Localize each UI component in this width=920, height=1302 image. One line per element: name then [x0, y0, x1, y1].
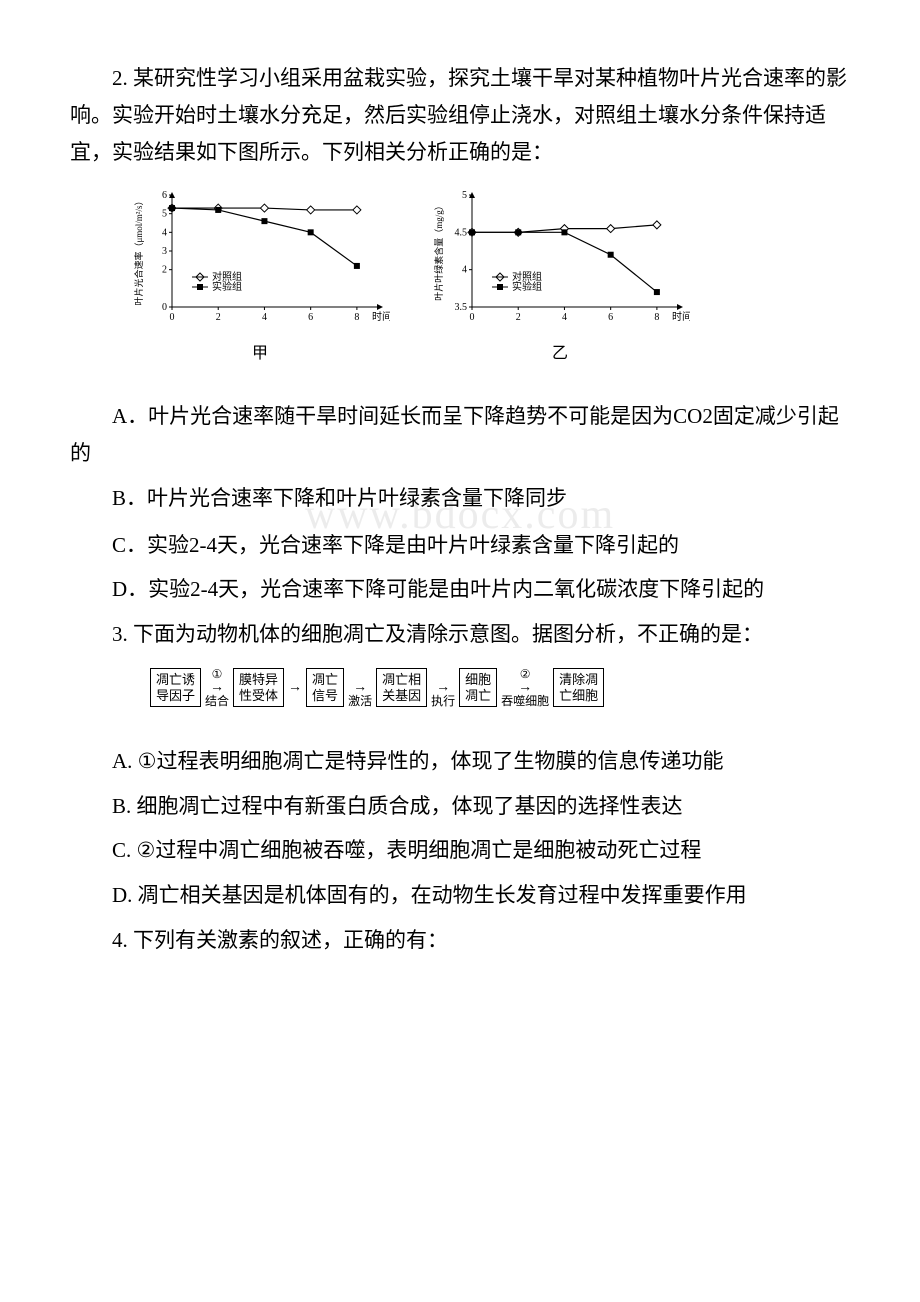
- svg-text:0: 0: [162, 302, 167, 313]
- flow-conn-bottom-3: 执行: [431, 695, 455, 707]
- flow-connector-1: →: [286, 668, 304, 708]
- flow-conn-top-0: ①: [212, 668, 223, 680]
- svg-text:6: 6: [608, 312, 613, 323]
- flow-conn-top-4: ②: [520, 668, 531, 680]
- q3-optA: A. ①过程表明细胞凋亡是特异性的，体现了生物膜的信息传递功能: [70, 743, 850, 780]
- svg-text:4: 4: [462, 265, 467, 276]
- flow-conn-top-3: [442, 668, 445, 680]
- svg-text:3: 3: [162, 246, 167, 257]
- q2-optC: C．实验2-4天，光合速率下降是由叶片叶绿素含量下降引起的: [70, 527, 850, 564]
- flow-connector-2: →激活: [346, 668, 374, 708]
- svg-text:叶片光合速率（μmol/m²/s）: 叶片光合速率（μmol/m²/s）: [133, 197, 144, 306]
- svg-text:4: 4: [562, 312, 567, 323]
- flow-box-2: 凋亡信号: [306, 668, 344, 707]
- svg-text:0: 0: [470, 312, 475, 323]
- flow-conn-bottom-2: 激活: [348, 695, 372, 707]
- q2-optA: A．叶片光合速率随干旱时间延长而呈下降趋势不可能是因为CO2固定减少引起的: [70, 398, 850, 472]
- flow-conn-top-2: [359, 668, 362, 680]
- flow-box-0: 凋亡诱导因子: [150, 668, 201, 707]
- flow-conn-top-1: [294, 668, 297, 680]
- q2-stem: 2. 某研究性学习小组采用盆栽实验，探究土壤干旱对某种植物叶片光合速率的影响。实…: [70, 60, 850, 170]
- q3-flow-diagram: 凋亡诱导因子①→结合膜特异性受体 → 凋亡信号 →激活凋亡相关基因 →执行细胞凋…: [150, 668, 850, 708]
- svg-text:实验组: 实验组: [212, 280, 242, 293]
- q4-stem: 4. 下列有关激素的叙述，正确的有：: [70, 922, 850, 959]
- arrow-icon: →: [436, 681, 450, 695]
- svg-text:5: 5: [462, 190, 467, 201]
- flow-box-3: 凋亡相关基因: [376, 668, 427, 707]
- q3-optB: B. 细胞凋亡过程中有新蛋白质合成，体现了基因的选择性表达: [70, 788, 850, 825]
- arrow-icon: →: [353, 681, 367, 695]
- flow-box-1: 膜特异性受体: [233, 668, 284, 707]
- svg-text:3.5: 3.5: [455, 302, 468, 313]
- q2-charts: 02345602468时间 (d)叶片光合速率（μmol/m²/s）对照组实验组…: [130, 185, 850, 363]
- svg-text:4: 4: [262, 312, 267, 323]
- flow-conn-bottom-0: 结合: [205, 695, 229, 707]
- svg-text:实验组: 实验组: [512, 280, 542, 293]
- svg-text:6: 6: [308, 312, 313, 323]
- svg-text:8: 8: [354, 312, 359, 323]
- q2-chart1: 02345602468时间 (d)叶片光合速率（μmol/m²/s）对照组实验组…: [130, 185, 390, 363]
- flow-connector-0: ①→结合: [203, 668, 231, 708]
- arrow-icon: →: [288, 681, 302, 695]
- flow-box-5: 清除凋亡细胞: [553, 668, 604, 707]
- flow-connector-4: ②→吞噬细胞: [499, 668, 551, 708]
- q2-chart2: 3.544.5502468时间 (d)叶片叶绿素含量（mg/g）对照组实验组 乙: [430, 185, 690, 363]
- chart2-label: 乙: [430, 339, 690, 363]
- svg-text:时间 (d): 时间 (d): [672, 310, 690, 323]
- q3-optD: D. 凋亡相关基因是机体固有的，在动物生长发育过程中发挥重要作用: [70, 877, 850, 914]
- svg-text:8: 8: [654, 312, 659, 323]
- svg-text:0: 0: [170, 312, 175, 323]
- svg-text:叶片叶绿素含量（mg/g）: 叶片叶绿素含量（mg/g）: [433, 201, 444, 301]
- chart1-label: 甲: [130, 339, 390, 363]
- svg-text:时间 (d): 时间 (d): [372, 310, 390, 323]
- q3-stem: 3. 下面为动物机体的细胞凋亡及清除示意图。据图分析，不正确的是：: [70, 616, 850, 653]
- svg-text:2: 2: [216, 312, 221, 323]
- svg-text:5: 5: [162, 209, 167, 220]
- svg-text:2: 2: [162, 265, 167, 276]
- chart1-svg: 02345602468时间 (d)叶片光合速率（μmol/m²/s）对照组实验组: [130, 185, 390, 335]
- flow-connector-3: →执行: [429, 668, 457, 708]
- arrow-icon: →: [518, 681, 532, 695]
- svg-text:4: 4: [162, 228, 167, 239]
- flow-conn-bottom-4: 吞噬细胞: [501, 695, 549, 707]
- q3-optC: C. ②过程中凋亡细胞被吞噬，表明细胞凋亡是细胞被动死亡过程: [70, 832, 850, 869]
- svg-text:4.5: 4.5: [455, 228, 468, 239]
- q2-optD: D．实验2-4天，光合速率下降可能是由叶片内二氧化碳浓度下降引起的: [70, 571, 850, 608]
- chart2-svg: 3.544.5502468时间 (d)叶片叶绿素含量（mg/g）对照组实验组: [430, 185, 690, 335]
- arrow-icon: →: [210, 681, 224, 695]
- q2-optB: B．叶片光合速率下降和叶片叶绿素含量下降同步: [70, 480, 850, 517]
- svg-text:6: 6: [162, 190, 167, 201]
- svg-text:2: 2: [516, 312, 521, 323]
- flow-box-4: 细胞凋亡: [459, 668, 497, 707]
- flow-conn-bottom-1: [294, 695, 297, 707]
